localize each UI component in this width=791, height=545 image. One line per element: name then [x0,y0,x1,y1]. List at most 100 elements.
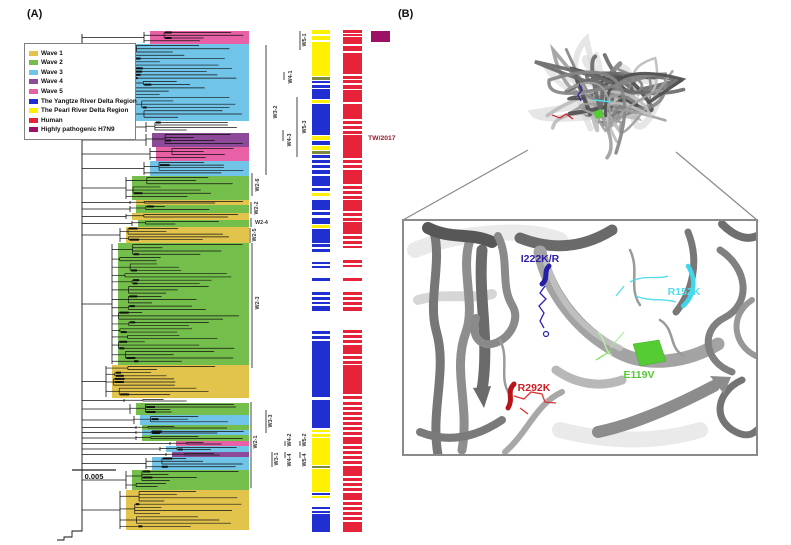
human-bar [343,507,362,510]
clade-band [140,415,249,425]
human-bar [343,335,362,338]
clade-band [128,44,249,121]
human-bar [343,517,362,520]
legend-item: Wave 3 [29,69,131,76]
human-bar [343,456,362,459]
region-bar [312,81,330,83]
legend-item: Wave 2 [29,59,131,66]
region-bar [312,244,330,247]
legend-swatch-icon [29,69,38,75]
human-bar [343,330,362,333]
mutation-label: R292K [518,382,551,394]
e119-residue-patch [632,339,667,367]
human-bar [343,76,362,79]
human-bar [343,160,362,163]
highly-pathogenic-swatch [371,31,390,42]
panel-a-label: (A) [27,8,43,20]
human-bar [343,422,362,425]
human-bar [343,222,362,234]
human-bar [343,186,362,189]
human-bar [343,402,362,405]
legend-swatch-icon [29,117,38,123]
legend-item: Highly pathogenic H7N9 [29,126,131,133]
tw-2017-label: TW/2017 [368,135,396,142]
human-bar [343,196,362,199]
mutation-label: R152K [668,286,701,298]
human-bar [343,412,362,415]
region-bar [312,170,330,174]
legend-swatch-icon [29,50,38,56]
region-bar [312,136,330,140]
legend-swatch-icon [29,98,38,104]
legend-item-label: Highly pathogenic H7N9 [41,126,115,134]
human-bar [343,297,362,300]
region-bar [312,229,330,243]
clade-label: W4-3 [287,134,293,147]
legend-item: The Pearl River Delta Region [29,107,131,114]
region-bar [312,218,330,224]
region-bar [312,306,330,311]
legend-item: Wave 1 [29,50,131,57]
r292-residue-stick [505,381,517,411]
region-bar [312,89,330,99]
inset-ribbons [407,221,756,454]
human-bar [343,365,362,394]
clade-band [136,200,249,205]
clade-band [176,441,249,446]
zoom-funnel-lines [402,149,758,221]
region-bar [312,331,330,334]
mutation-label: E119V [624,369,655,381]
tw-strain-label: TW/2017 [368,135,396,142]
region-bar [312,42,330,76]
human-bar-column [343,30,362,532]
human-bar [343,478,362,481]
human-bar [343,260,362,263]
clade-label: W3-2 [273,106,279,119]
tree-branches [57,31,244,541]
human-bar [343,292,362,295]
human-bar [343,451,362,454]
human-bar [343,407,362,410]
clade-label: W2-5 [252,229,258,242]
human-bar [343,265,362,267]
region-bar [312,438,330,465]
human-bar [343,80,362,83]
human-bar [343,522,362,532]
legend-item: Wave 5 [29,88,131,95]
human-bar [343,446,362,449]
region-bar [312,292,330,295]
region-bar [312,278,330,281]
human-bar [343,427,362,430]
human-bar [343,488,362,491]
region-bar [312,249,330,252]
clade-label: W2-6 [255,179,261,192]
highly-pathogenic-block [371,31,390,42]
legend-item-label: Wave 4 [41,78,63,86]
legend-item: The Yangtze River Delta Region [29,98,137,105]
legend-item-label: The Yangtze River Delta Region [41,97,137,105]
clade-band [142,430,249,435]
region-bar [312,266,330,268]
clade-label: W4-1 [288,71,294,84]
human-bar [343,30,362,33]
region-bar [312,141,330,145]
region-bar [312,155,330,158]
panel-b-label: (B) [398,8,414,20]
clade-labels: W5-1 W3-2 W4-1 W5-3 W4-3 W2-6 W2-2 W2-4 W2-5 W2-3… [249,31,308,488]
human-bar [343,131,362,134]
human-bar [343,241,362,244]
human-bar [343,502,362,505]
clade-band [112,365,249,398]
legend-swatch-icon [29,108,38,114]
region-bar [312,302,330,304]
region-bar [312,496,330,498]
clade-band [126,490,249,530]
legend-swatch-icon [29,79,38,85]
legend-item: Wave 4 [29,78,131,85]
scale-bar: 0.005 [72,469,116,481]
human-bar [343,213,362,216]
legend-item-label: Wave 2 [41,59,63,67]
human-bar [343,135,362,158]
